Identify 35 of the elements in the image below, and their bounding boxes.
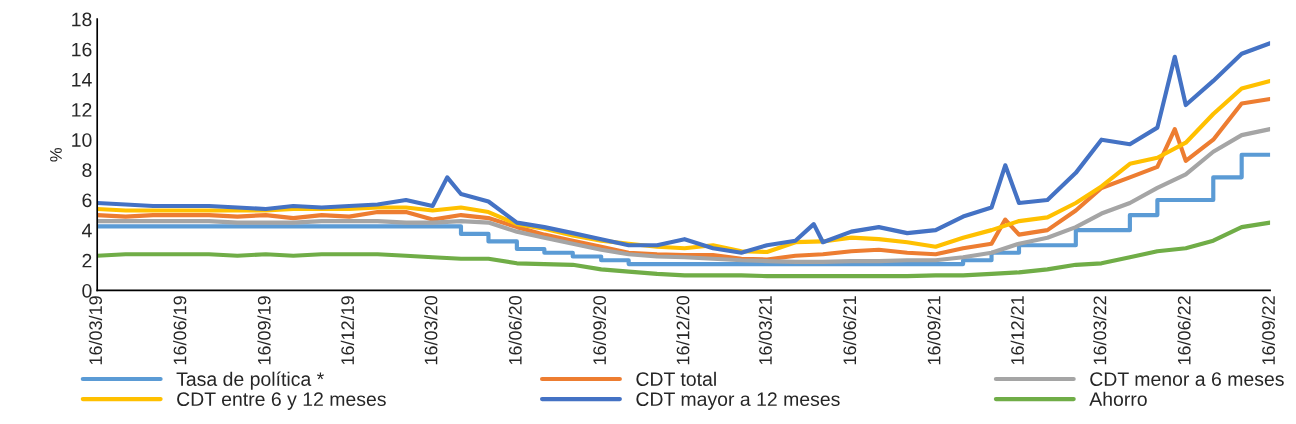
y-tick-label: 8	[82, 163, 92, 178]
legend-label: CDT entre 6 y 12 meses	[177, 392, 386, 410]
y-tick-label: 4	[81, 223, 92, 238]
x-tick-label: 16/06/22	[1177, 296, 1191, 365]
x-tick-label: 16/09/20	[592, 296, 607, 365]
legend-label: CDT menor a 6 meses	[1090, 372, 1284, 386]
legend-label: CDT mayor a 12 meses	[636, 392, 840, 410]
line-series	[97, 127, 1271, 264]
x-tick-label: 16/12/19	[340, 296, 355, 365]
x-tick-label: 16/03/21	[758, 296, 772, 365]
y-tick-label: 2	[82, 253, 92, 268]
legend-label: Ahorro	[1089, 391, 1147, 407]
x-tick-label: 16/06/21	[842, 296, 857, 365]
legend-label: CDT total	[636, 371, 716, 386]
x-tick-label: 16/03/19	[88, 296, 103, 365]
x-tick-label: 16/06/19	[173, 296, 187, 365]
x-tick-label: 16/03/20	[424, 296, 438, 365]
legend-label: Tasa de política *	[176, 371, 324, 390]
y-tick-label: 16	[72, 42, 92, 57]
x-tick-label: 16/09/21	[927, 296, 941, 365]
y-tick-label: 10	[72, 133, 92, 147]
line-series	[97, 220, 1271, 279]
y-tick-label: 18	[72, 12, 92, 27]
y-tick-label: 14	[72, 73, 92, 87]
x-tick-label: 16/06/20	[508, 296, 522, 365]
x-tick-label: 16/12/20	[676, 296, 690, 365]
y-tick-label: 6	[82, 193, 92, 208]
x-tick-label: 16/12/21	[1010, 296, 1024, 365]
x-tick-label: 16/09/19	[257, 296, 271, 365]
x-tick-label: 16/09/22	[1261, 296, 1275, 365]
y-axis-title: %	[50, 147, 62, 162]
y-tick-label: 12	[72, 103, 92, 117]
x-tick-label: 16/03/22	[1093, 296, 1107, 365]
y-tick-label: 0	[82, 283, 92, 298]
line-series	[97, 41, 1271, 255]
